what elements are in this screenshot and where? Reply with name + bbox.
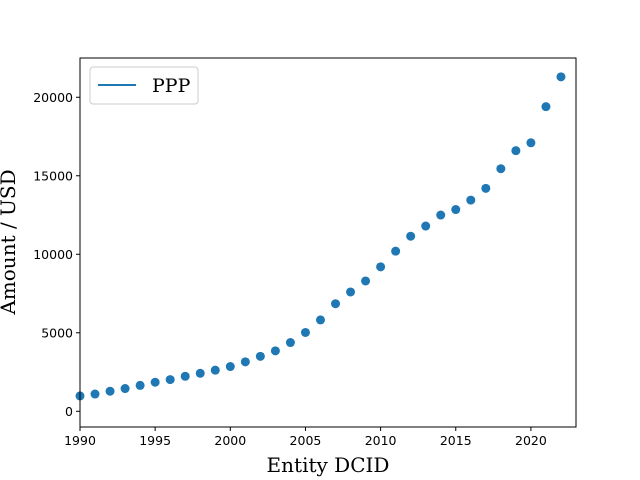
data-point xyxy=(150,377,160,387)
data-point xyxy=(225,362,235,372)
plot-frame xyxy=(79,57,577,428)
x-tick-label: 2005 xyxy=(290,433,322,448)
y-tick-label: 10000 xyxy=(33,247,73,262)
data-point xyxy=(466,195,476,205)
data-point xyxy=(270,346,280,356)
data-point xyxy=(240,357,250,367)
legend: PPP xyxy=(89,66,199,105)
data-point xyxy=(195,368,205,378)
x-tick-label: 2020 xyxy=(515,433,547,448)
legend-box xyxy=(89,66,199,105)
data-point xyxy=(105,386,115,396)
legend-label-ppp: PPP xyxy=(152,75,191,97)
data-point xyxy=(481,183,491,193)
x-tick-label: 2000 xyxy=(214,433,246,448)
data-point xyxy=(436,210,446,220)
y-tick-label: 0 xyxy=(65,404,73,419)
x-tick-label: 1990 xyxy=(64,433,96,448)
data-point xyxy=(541,102,551,112)
data-point xyxy=(346,287,356,297)
data-point xyxy=(376,262,386,272)
data-point xyxy=(421,221,431,231)
data-point xyxy=(165,375,175,385)
y-axis-title: Amount / USD xyxy=(0,169,20,315)
data-point xyxy=(120,384,130,394)
y-axis: 0 5000 10000 15000 20000 xyxy=(33,90,80,419)
data-point xyxy=(331,299,341,309)
data-point xyxy=(180,371,190,381)
x-axis: 1990 1995 2000 2005 2010 2015 2020 xyxy=(64,427,547,448)
data-point xyxy=(406,231,416,241)
data-point xyxy=(300,327,310,337)
data-point xyxy=(391,246,401,256)
data-point xyxy=(135,380,145,390)
data-point xyxy=(496,164,506,174)
data-point xyxy=(526,138,536,148)
data-point xyxy=(511,146,521,156)
data-point xyxy=(361,276,371,286)
x-tick-label: 1995 xyxy=(139,433,171,448)
data-point xyxy=(255,351,265,361)
data-point xyxy=(285,338,295,348)
data-point xyxy=(315,315,325,325)
data-point xyxy=(90,389,100,399)
x-axis-title: Entity DCID xyxy=(267,453,390,477)
data-point xyxy=(451,205,461,215)
data-points xyxy=(75,72,566,401)
y-tick-label: 15000 xyxy=(33,168,73,183)
data-point xyxy=(210,365,220,375)
x-tick-label: 2015 xyxy=(440,433,472,448)
data-point xyxy=(556,72,566,82)
y-tick-label: 20000 xyxy=(33,90,73,105)
x-tick-label: 2010 xyxy=(365,433,397,448)
y-tick-label: 5000 xyxy=(41,325,73,340)
